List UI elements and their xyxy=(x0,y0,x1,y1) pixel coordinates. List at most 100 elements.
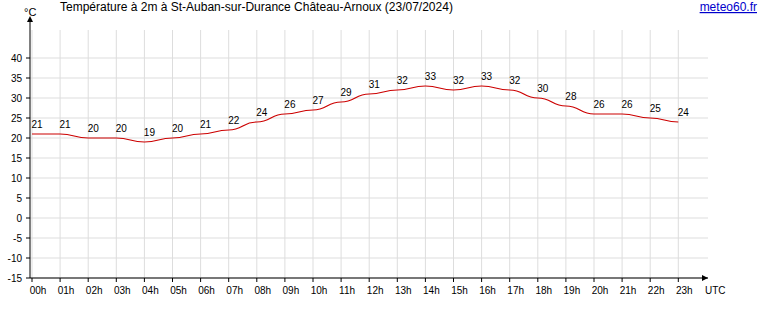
tick xyxy=(453,278,454,282)
grid-line xyxy=(144,30,145,278)
data-label: 33 xyxy=(425,71,437,82)
grid-line xyxy=(453,30,454,278)
tick xyxy=(26,118,30,119)
tick-label: 04h xyxy=(142,285,159,296)
tick xyxy=(144,278,145,282)
temperature-line xyxy=(32,86,678,142)
grid-line xyxy=(60,30,61,278)
tick xyxy=(537,278,538,282)
grid-line xyxy=(678,30,679,278)
tick xyxy=(594,278,595,282)
tick-label: 14h xyxy=(423,285,440,296)
tick xyxy=(481,278,482,282)
grid-line xyxy=(425,30,426,278)
data-label: 27 xyxy=(312,95,324,106)
tick-label: 10 xyxy=(11,173,23,184)
data-label: 33 xyxy=(481,71,493,82)
data-label: 20 xyxy=(172,123,184,134)
tick xyxy=(256,278,257,282)
data-label: 32 xyxy=(397,75,409,86)
data-label: 26 xyxy=(622,99,634,110)
grid-line xyxy=(341,30,342,278)
tick-label: 17h xyxy=(507,285,524,296)
tick-label: 23h xyxy=(676,285,693,296)
tick xyxy=(425,278,426,282)
tick-label: -5 xyxy=(13,233,22,244)
tick-label: 02h xyxy=(86,285,103,296)
tick-label: 09h xyxy=(283,285,300,296)
tick xyxy=(678,278,679,282)
grid-line xyxy=(369,30,370,278)
tick xyxy=(26,98,30,99)
tick xyxy=(88,278,89,282)
grid-line xyxy=(200,30,201,278)
grid-line xyxy=(284,30,285,278)
data-label: 19 xyxy=(144,127,156,138)
grid-line xyxy=(650,30,651,278)
source: meteo60.fr xyxy=(700,0,757,14)
grid-line xyxy=(594,30,595,278)
data-label: 28 xyxy=(565,91,577,102)
tick xyxy=(26,58,30,59)
tick-label: 08h xyxy=(254,285,271,296)
tick xyxy=(565,278,566,282)
tick-label: 0 xyxy=(16,213,22,224)
tick-label: 15 xyxy=(11,153,23,164)
tick xyxy=(26,258,30,259)
grid-line xyxy=(88,30,89,278)
tick xyxy=(32,278,33,282)
grid-line xyxy=(622,30,623,278)
plot-area xyxy=(32,86,678,142)
tick xyxy=(26,178,30,179)
tick xyxy=(26,238,30,239)
data-label: 26 xyxy=(284,99,296,110)
tick-label: 03h xyxy=(114,285,131,296)
data-label: 29 xyxy=(341,87,353,98)
data-label: 20 xyxy=(88,123,100,134)
tick-label: -15 xyxy=(8,273,23,284)
tick xyxy=(650,278,651,282)
grid-line xyxy=(537,30,538,278)
tick-label: 19h xyxy=(564,285,581,296)
tick xyxy=(26,158,30,159)
tick xyxy=(60,278,61,282)
data-label: 25 xyxy=(650,103,662,114)
y-axis xyxy=(30,18,31,278)
grid-line xyxy=(313,30,314,278)
y-label: °C xyxy=(24,6,36,18)
data-label: 22 xyxy=(228,115,240,126)
chart: Température à 2m à St-Auban-sur-Durance … xyxy=(0,0,765,320)
data-label: 31 xyxy=(369,79,381,90)
tick-label: 35 xyxy=(11,73,23,84)
tick xyxy=(622,278,623,282)
tick xyxy=(509,278,510,282)
grid-line xyxy=(30,278,708,279)
tick xyxy=(172,278,173,282)
data-label: 21 xyxy=(31,119,43,130)
tick-label: 21h xyxy=(620,285,637,296)
tick-label: 18h xyxy=(535,285,552,296)
tick-label: 06h xyxy=(198,285,215,296)
tick-label: 10h xyxy=(311,285,328,296)
grid-line xyxy=(228,30,229,278)
data-label: 24 xyxy=(256,107,268,118)
tick-label: -10 xyxy=(8,253,23,264)
tick-label: 12h xyxy=(367,285,384,296)
data-label: 32 xyxy=(453,75,465,86)
tick xyxy=(26,78,30,79)
grid-line xyxy=(256,30,257,278)
axis-arrow xyxy=(27,16,33,22)
tick xyxy=(228,278,229,282)
grid-line xyxy=(481,30,482,278)
tick-label: 5 xyxy=(16,193,22,204)
grid-line xyxy=(565,30,566,278)
data-label: 20 xyxy=(116,123,128,134)
tick xyxy=(200,278,201,282)
data-label: 24 xyxy=(678,107,690,118)
title: Température à 2m à St-Auban-sur-Durance … xyxy=(60,0,453,14)
tick-label: 40 xyxy=(11,53,23,64)
tick-label: 00h xyxy=(30,285,47,296)
axis-arrow xyxy=(702,275,708,281)
data-label: 26 xyxy=(593,99,605,110)
tick-label: 30 xyxy=(11,93,23,104)
